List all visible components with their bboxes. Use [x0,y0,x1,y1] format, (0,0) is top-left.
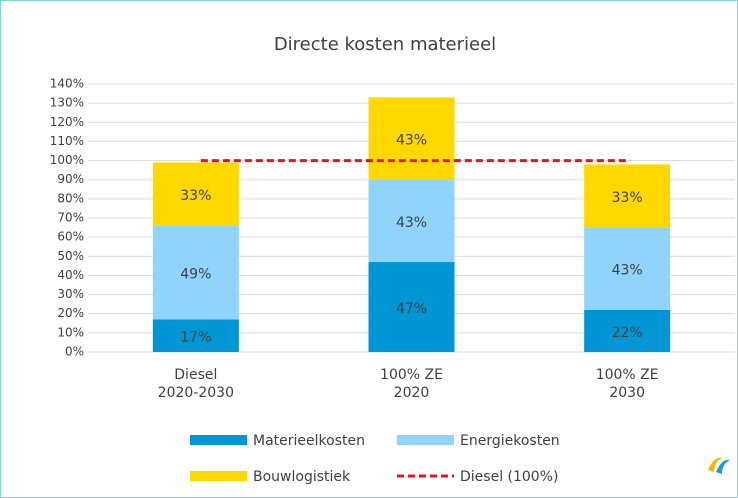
x-tick-label: 100% ZE [596,367,659,383]
legend-swatch [190,471,247,481]
y-tick-label: 70% [57,211,84,225]
legend-label: Materieelkosten [253,433,365,449]
y-tick-label: 100% [50,153,84,167]
x-tick-label: 2020 [394,385,430,401]
y-tick-label: 60% [57,230,84,244]
legend-label: Bouwlogistiek [253,469,351,485]
y-tick-label: 130% [50,96,84,110]
y-tick-label: 30% [57,287,84,301]
legend-swatch [190,435,247,445]
data-label: 33% [612,190,643,206]
data-label: 47% [396,301,427,317]
bar-segment [584,227,671,310]
y-tick-label: 110% [50,134,84,148]
y-tick-label: 20% [57,306,84,320]
y-tick-label: 120% [50,115,84,129]
data-label: 43% [396,215,427,231]
bar-segment [368,97,455,180]
x-tick-label: Diesel [174,367,217,383]
bar-segment [584,309,671,352]
data-label: 33% [180,188,211,204]
chart-title: Directe kosten materieel [274,34,496,55]
legend-label: Diesel (100%) [460,469,558,485]
data-label: 22% [612,325,643,341]
x-tick-label: 100% ZE [380,367,443,383]
y-tick-label: 90% [57,172,84,186]
y-tick-label: 80% [57,191,84,205]
data-label: 43% [396,133,427,149]
bar-segment [152,225,239,320]
bar-segment [584,164,671,228]
bar-segment [368,262,455,352]
y-tick-label: 140% [50,77,84,91]
bar-segment [152,319,239,352]
y-tick-label: 10% [57,325,84,339]
y-tick-label: 50% [57,249,84,263]
x-tick-label: 2030 [609,385,645,401]
data-label: 49% [180,267,211,283]
x-tick-label: 2020-2030 [158,385,234,401]
data-label: 17% [180,330,211,346]
legend-swatch [397,435,454,445]
legend-label: Energiekosten [460,433,560,449]
data-label: 43% [612,263,643,279]
y-tick-label: 40% [57,268,84,282]
logo [708,457,730,474]
bar-segment [152,162,239,226]
y-tick-label: 0% [65,345,84,359]
bar-segment [368,179,455,263]
